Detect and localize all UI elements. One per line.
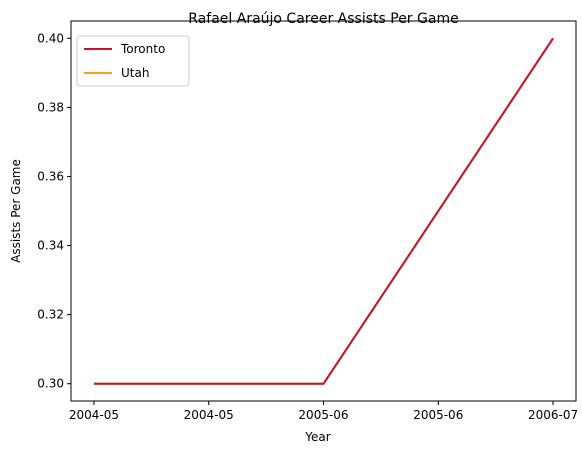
y-tick-label: 0.34 [37, 239, 64, 253]
y-tick-label: 0.40 [37, 31, 64, 45]
legend: Toronto Utah [76, 35, 190, 87]
x-axis-ticks: 2004-052004-052005-062005-062006-072006-… [69, 401, 578, 422]
legend-label-utah: Utah [121, 66, 149, 80]
y-axis-ticks: 0.30 0.32 0.34 0.36 0.38 0.40 [37, 31, 71, 391]
y-axis-label: Assists Per Game [9, 159, 23, 263]
series-line-toronto [93, 37, 554, 385]
x-tick-label: 2005-06 [298, 408, 348, 422]
y-tick-label: 0.30 [37, 377, 64, 391]
y-tick-label: 0.38 [37, 100, 64, 114]
x-tick-label: 2004-05 [69, 408, 119, 422]
y-tick-label: 0.32 [37, 308, 64, 322]
y-tick-label: 0.36 [37, 169, 64, 183]
x-tick-label: 2005-06 [413, 408, 463, 422]
x-tick-label: 2006-07 [528, 408, 578, 422]
series-layer [93, 37, 554, 385]
legend-label-toronto: Toronto [120, 42, 165, 56]
chart-title: Rafael Araújo Career Assists Per Game [188, 11, 458, 27]
x-axis-label: Year [304, 430, 330, 444]
x-tick-label: 2004-05 [184, 408, 234, 422]
plot-frame [70, 20, 577, 402]
